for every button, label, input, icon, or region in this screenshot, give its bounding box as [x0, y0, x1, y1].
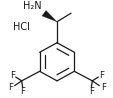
Text: H₂N: H₂N — [23, 1, 42, 11]
Polygon shape — [42, 10, 56, 22]
Text: F: F — [10, 71, 15, 80]
Text: F: F — [20, 87, 25, 96]
Text: HCl: HCl — [13, 22, 30, 32]
Text: F: F — [88, 87, 93, 96]
Text: F: F — [98, 71, 103, 80]
Text: F: F — [100, 83, 105, 92]
Text: F: F — [8, 83, 13, 92]
